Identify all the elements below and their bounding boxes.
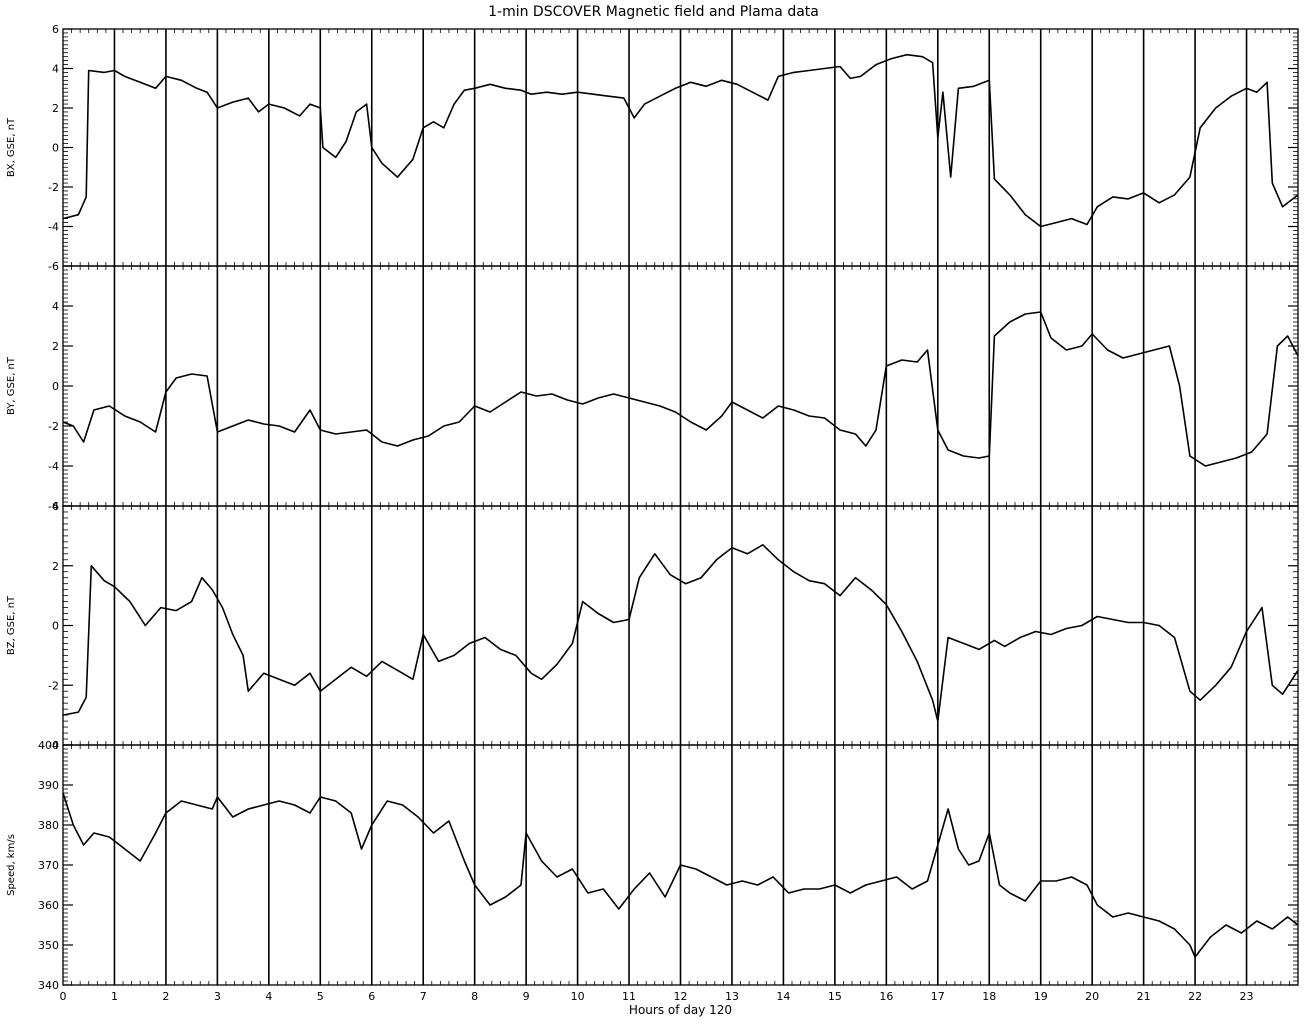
x-tick-label: 5 — [317, 990, 324, 1003]
y-tick-label: -6 — [48, 500, 59, 513]
x-tick-label: 14 — [776, 990, 790, 1003]
x-tick-label: 9 — [523, 990, 530, 1003]
series-lines-layer — [62, 53, 1299, 958]
y-tick-label: 0 — [52, 380, 59, 393]
y-tick-label: 4 — [52, 63, 59, 76]
x-tick-label: 20 — [1085, 990, 1099, 1003]
y-tick-label: 2 — [52, 102, 59, 115]
y-tick-label: 370 — [38, 859, 59, 872]
x-tick-label: 11 — [622, 990, 636, 1003]
x-tick-label: 6 — [368, 990, 375, 1003]
y-tick-label: 2 — [52, 340, 59, 353]
labels-layer: -6 -4 -2 0 2 4 6 BX, GSE, nT -6 -4 -2 0 2 4 BY, GSE, n… — [6, 23, 1254, 1017]
x-tick-label: 15 — [828, 990, 842, 1003]
y-tick-label: 6 — [52, 23, 59, 36]
y-axis-label: BX, GSE, nT — [6, 117, 17, 177]
y-tick-label: 350 — [38, 939, 59, 952]
series-line-0-0 — [62, 53, 1299, 228]
y-tick-label: 0 — [52, 142, 59, 155]
y-tick-label: -4 — [48, 739, 59, 752]
x-tick-label: 17 — [931, 990, 945, 1003]
x-tick-label: 12 — [674, 990, 688, 1003]
series-line-3-0 — [62, 792, 1299, 958]
y-tick-label: 360 — [38, 899, 59, 912]
y-tick-label: 4 — [52, 300, 59, 313]
x-tick-label: 13 — [725, 990, 739, 1003]
x-tick-label: 4 — [265, 990, 272, 1003]
x-tick-label: 22 — [1188, 990, 1202, 1003]
x-tick-label: 19 — [1034, 990, 1048, 1003]
y-tick-label: 2 — [52, 560, 59, 573]
axes-layer — [62, 28, 1299, 986]
y-axis-label: Speed, km/s — [6, 834, 17, 896]
y-tick-label: -2 — [48, 181, 59, 194]
x-tick-label: 2 — [162, 990, 169, 1003]
y-tick-label: 0 — [52, 620, 59, 633]
hour-grid-layer — [113, 29, 1248, 985]
x-tick-label: 21 — [1137, 990, 1151, 1003]
y-tick-label: 340 — [38, 979, 59, 992]
series-line-2-0 — [62, 544, 1299, 722]
y-tick-label: -2 — [48, 420, 59, 433]
y-axis-label: BZ, GSE, nT — [6, 595, 17, 655]
chart-title: 1-min DSCOVER Magnetic field and Plama d… — [488, 4, 819, 20]
x-tick-label: 16 — [879, 990, 893, 1003]
x-tick-label: 7 — [420, 990, 427, 1003]
y-axis-label: BY, GSE, nT — [6, 356, 17, 415]
y-tick-label: 380 — [38, 819, 59, 832]
y-tick-label: -6 — [48, 260, 59, 273]
x-tick-label: 0 — [60, 990, 67, 1003]
x-tick-label: 18 — [982, 990, 996, 1003]
x-tick-label: 3 — [214, 990, 221, 1003]
y-tick-label: 4 — [52, 500, 59, 513]
x-axis-label: Hours of day 120 — [629, 1003, 732, 1017]
y-tick-label: 400 — [38, 739, 59, 752]
series-line-1-0 — [62, 311, 1299, 467]
x-tick-label: 8 — [471, 990, 478, 1003]
x-tick-label: 1 — [111, 990, 118, 1003]
y-tick-label: -2 — [48, 679, 59, 692]
y-tick-label: 390 — [38, 779, 59, 792]
y-tick-label: -4 — [48, 460, 59, 473]
x-tick-label: 23 — [1240, 990, 1254, 1003]
y-tick-label: -4 — [48, 221, 59, 234]
x-tick-label: 10 — [571, 990, 585, 1003]
